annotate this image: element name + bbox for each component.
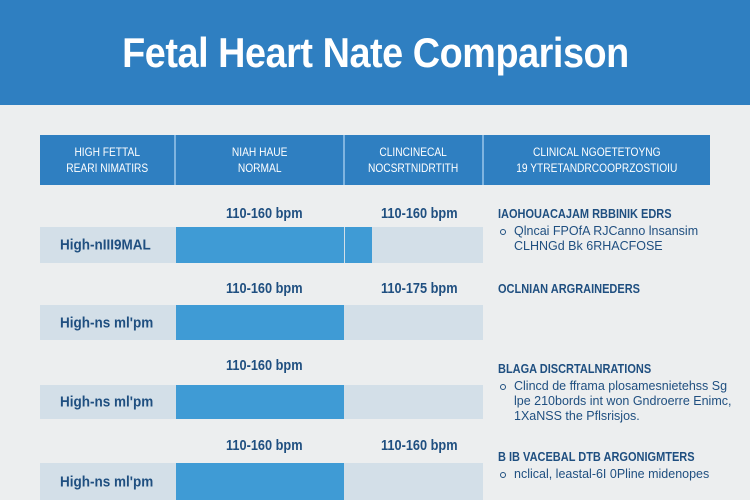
note-1: IAOHOUACAJAM RBBINIK EDRS Qlncai FPOfA R…	[498, 207, 738, 254]
row-2-bar-fill	[176, 305, 344, 340]
column-header-3: CLINCINECAL NOCSRTNIDRTITH	[345, 135, 484, 185]
row-4-bar: High-ns ml'pm	[40, 463, 483, 500]
row-3-value-1: 110-160 bpm	[226, 357, 303, 374]
row-3-label: High-ns ml'pm	[60, 393, 154, 411]
note-3: BLAGA DISCRTALNRATIONS Clincd de fframa …	[498, 362, 738, 424]
row-1-value-2: 110-160 bpm	[381, 205, 458, 222]
note-4: B IB VACEBAL DTB ARGONIGMTERS nclical, l…	[498, 450, 738, 482]
title-banner: Fetal Heart Nate Comparison	[0, 0, 750, 105]
note-4-bullet: nclical, leastal-6I 0Pline midenopes	[498, 467, 738, 482]
row-2-value-1: 110-160 bpm	[226, 280, 303, 297]
row-1-bar-fill-extra	[345, 227, 372, 263]
note-2-heading: OCLNIAN ARGRAINEDERS	[498, 282, 640, 296]
column-header-4: CLINICAL NGOETETOYNG 19 YTRETANDRCOOPRZO…	[484, 135, 710, 185]
note-3-bullet: Clincd de fframa plosamesnietehss Sg lpe…	[498, 379, 738, 424]
row-1-label: High-nIII9MAL	[60, 236, 151, 254]
note-1-heading: IAOHOUACAJAM RBBINIK EDRS	[498, 207, 672, 221]
row-1-bar: High-nIII9MAL	[40, 227, 483, 263]
note-4-heading: B IB VACEBAL DTB ARGONIGMTERS	[498, 450, 695, 464]
row-1-value-1: 110-160 bpm	[226, 205, 303, 222]
row-3-bar-fill	[176, 385, 344, 419]
row-4-bar-fill	[176, 463, 344, 500]
row-4-value-2: 110-160 bpm	[381, 437, 458, 454]
row-2-bar: High-ns ml'pm	[40, 305, 483, 340]
column-header-2: NIAH HAUE NORMAL	[176, 135, 345, 185]
row-4-label: High-ns ml'pm	[60, 473, 154, 490]
row-4-value-1: 110-160 bpm	[226, 437, 303, 454]
note-2: OCLNIAN ARGRAINEDERS	[498, 282, 738, 296]
row-2-value-2: 110-175 bpm	[381, 280, 458, 297]
row-1-bar-fill	[176, 227, 344, 263]
column-header-1: HIGH FETTAL REARI NIMATIRS	[40, 135, 176, 185]
row-2-label: High-ns ml'pm	[60, 314, 154, 331]
page-title: Fetal Heart Nate Comparison	[121, 28, 629, 76]
note-1-bullet: Qlncai FPOfA RJCanno lnsansim CLHNGd Bk …	[498, 224, 738, 254]
row-3-bar: High-ns ml'pm	[40, 385, 483, 419]
note-3-heading: BLAGA DISCRTALNRATIONS	[498, 362, 652, 376]
